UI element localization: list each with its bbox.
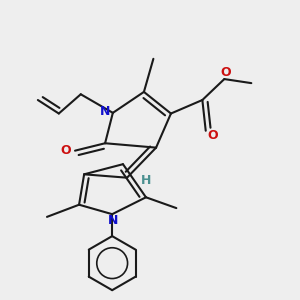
Text: N: N (100, 105, 111, 118)
Text: O: O (60, 144, 71, 157)
Text: O: O (221, 66, 231, 79)
Text: O: O (208, 129, 218, 142)
Text: N: N (108, 214, 118, 227)
Text: H: H (140, 174, 151, 187)
